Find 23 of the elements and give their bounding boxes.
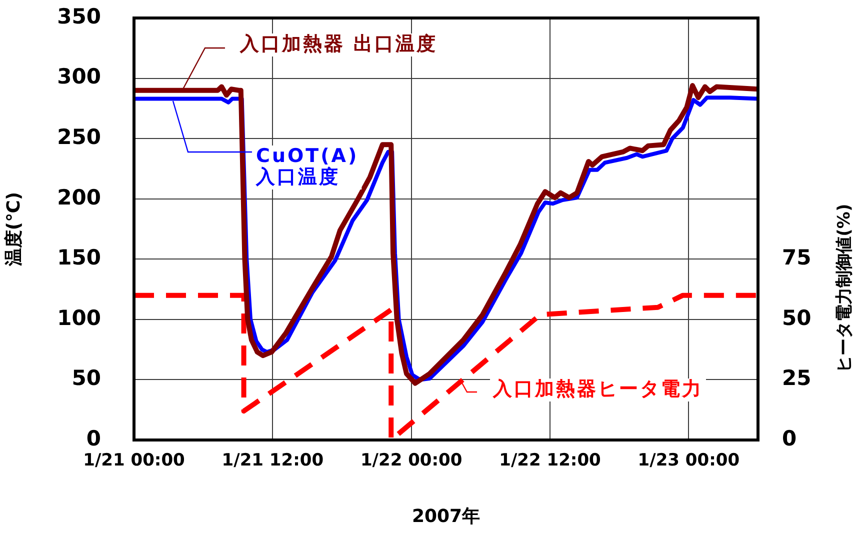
y-tick-label: 350 [57,4,101,28]
y-tick-label: 0 [86,426,101,450]
y-tick-label: 50 [72,366,101,390]
y-tick-label: 100 [57,306,101,330]
x-tick-label: 1/22 12:00 [499,450,602,471]
legend-label: 入口加熱器ヒータ電力 [492,378,703,400]
y2-axis-title: ヒータ電力制御値(%) [834,204,854,372]
y-tick-label: 150 [57,246,101,270]
y-axis-title: 温度(℃) [3,192,24,268]
x-tick-label: 1/23 00:00 [638,450,740,471]
x-axis-title: 2007年 [412,506,480,527]
y-tick-label: 200 [57,185,101,210]
y-tick-label: 300 [57,64,101,89]
x-tick-label: 1/21 12:00 [222,450,324,471]
y2-tick-label: 0 [782,426,797,450]
series-label: CuOT(A) 入口温度 [255,144,359,188]
x-tick-label: 1/21 00:00 [83,450,186,471]
y2-tick-label: 75 [782,246,812,270]
y2-tick-label: 50 [782,306,812,330]
y2-tick-label: 25 [782,366,812,390]
y-tick-label: 250 [57,125,101,150]
x-tick-label: 1/22 00:00 [360,450,462,471]
series-label: 入口加熱器 出口温度 [239,32,438,55]
